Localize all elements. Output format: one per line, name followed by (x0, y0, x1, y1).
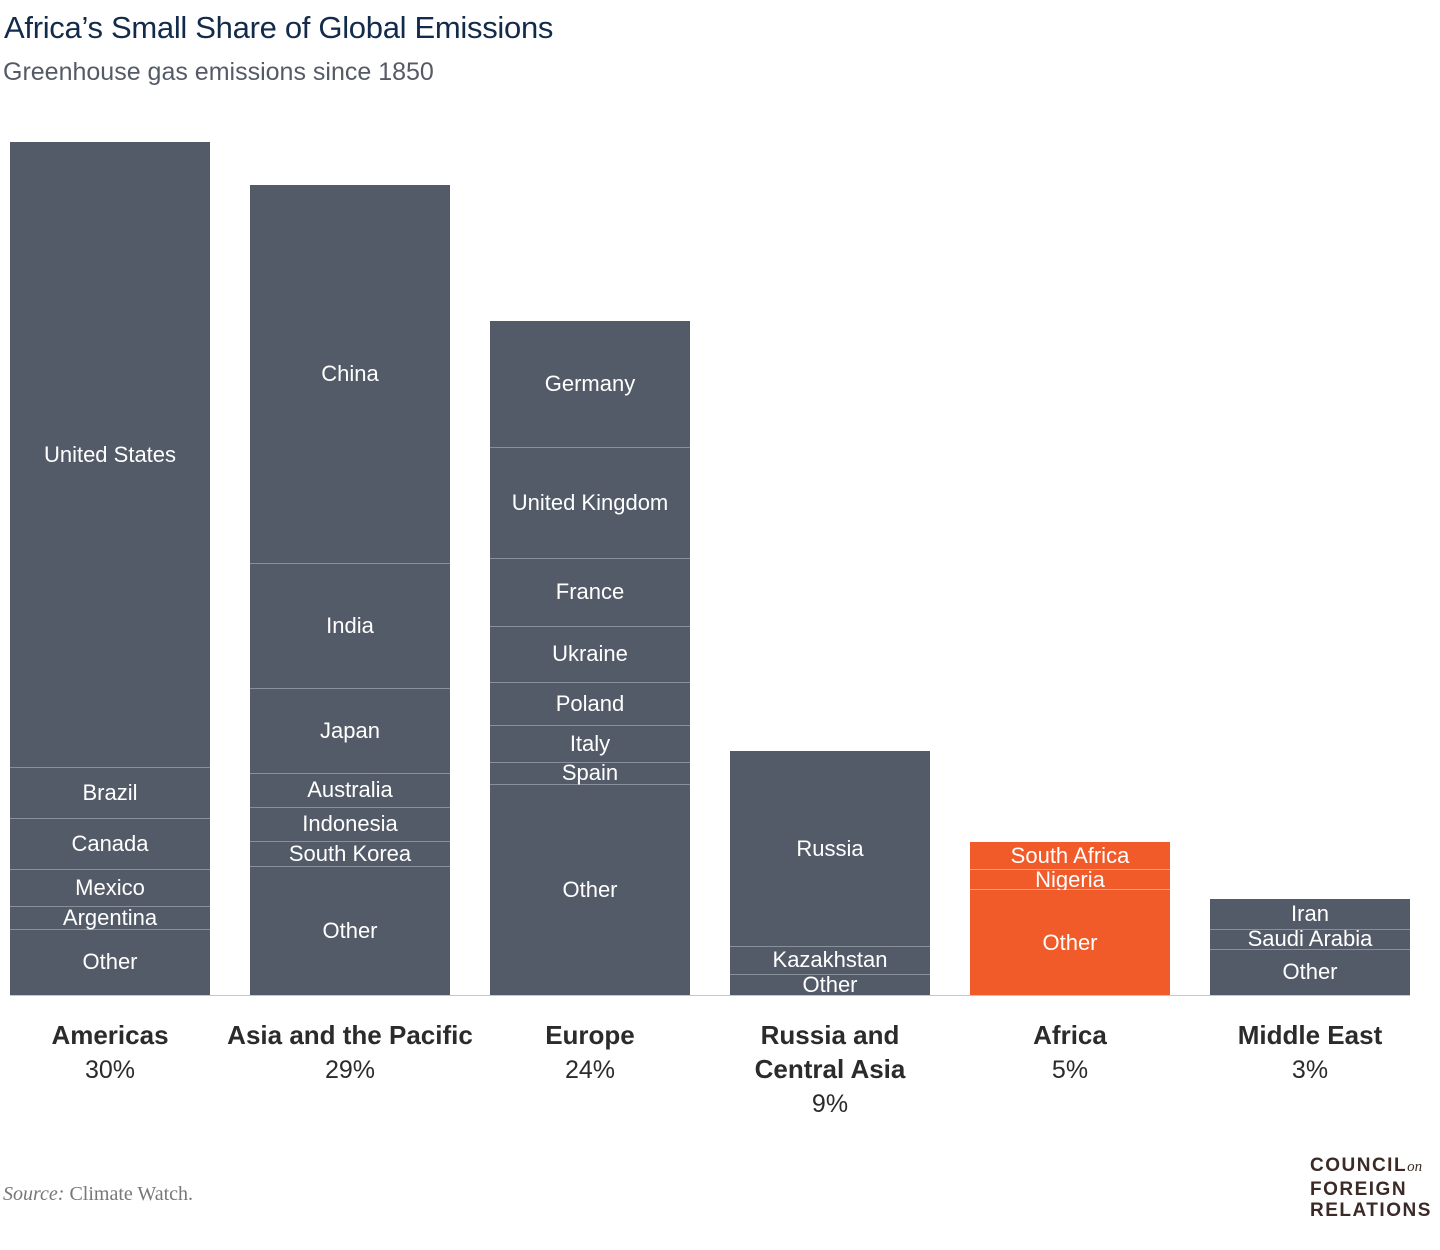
category-share: 3% (1291, 1056, 1329, 1084)
category-share: 29% (324, 1056, 376, 1084)
category-name: Africa (1033, 1020, 1107, 1050)
bar-segment: Kazakhstan (730, 946, 930, 976)
bar-europe: Germany United Kingdom France Ukraine Poland… (490, 320, 690, 995)
bar-segment: Spain (490, 762, 690, 786)
bar-middle-east: Iran Saudi Arabia Other (1210, 898, 1410, 995)
bar-segment: Poland (490, 683, 690, 726)
bar-segment: Russia (730, 751, 930, 947)
bar-segment: Other (730, 974, 930, 995)
category-name: Asia and the Pacific (227, 1020, 473, 1050)
bar-segment: China (250, 184, 450, 565)
bar-segment: France (490, 558, 690, 627)
logo-line2: FOREIGN (1310, 1178, 1408, 1200)
bar-segment: Other (250, 867, 450, 995)
bar-asia-and-the-pacific: China India Japan Australia Indonesia South K… (250, 184, 450, 995)
bar-segment: Other (970, 890, 1170, 995)
bar-russia-and-central-asia: Russia Kazakhstan Other (730, 751, 930, 995)
bar-segment: Other (490, 785, 690, 995)
bar-segment: Iran (1210, 898, 1410, 930)
category-label: Africa 5% (940, 1018, 1200, 1088)
category-share: 24% (564, 1056, 616, 1084)
stacked-bar-chart: United States Brazil Canada Mexico Argentina… (0, 142, 1440, 1122)
bar-segment: Nigeria (970, 868, 1170, 891)
logo-line3: RELATIONS (1310, 1200, 1432, 1221)
category-name: Middle East (1237, 1020, 1383, 1050)
chart-subtitle: Greenhouse gas emissions since 1850 (3, 58, 434, 86)
bar-americas: United States Brazil Canada Mexico Argentina… (10, 142, 210, 995)
category-name: Americas (51, 1020, 169, 1050)
source-label: Source: (3, 1183, 65, 1205)
bar-segment: South Korea (250, 841, 450, 868)
bar-segment: United States (10, 142, 210, 769)
cfr-logo: COUNCILon FOREIGN RELATIONS (1310, 1155, 1432, 1222)
source-note: Source: Climate Watch. (3, 1183, 193, 1206)
category-label: Asia and the Pacific 29% (220, 1018, 480, 1088)
category-label: Americas 30% (0, 1018, 240, 1088)
bar-segment: Japan (250, 688, 450, 774)
category-share: 9% (811, 1090, 849, 1118)
logo-on: on (1407, 1159, 1423, 1175)
category-share: 30% (84, 1056, 136, 1084)
category-name: Russia and Central Asia (754, 1020, 906, 1084)
bar-segment: Indonesia (250, 807, 450, 842)
bar-segment: Other (10, 929, 210, 995)
bar-segment: Saudi Arabia (1210, 928, 1410, 950)
bar-segment: South Africa (970, 842, 1170, 871)
bar-africa: South Africa Nigeria Other (970, 842, 1170, 995)
category-label: Europe 24% (460, 1018, 720, 1088)
bar-segment: Italy (490, 725, 690, 763)
bar-segment: Australia (250, 773, 450, 808)
bar-segment: India (250, 564, 450, 689)
baseline (10, 995, 1410, 996)
chart-title: Africa’s Small Share of Global Emissions (4, 10, 554, 45)
source-text: Climate Watch. (69, 1183, 194, 1205)
bar-segment: Canada (10, 819, 210, 871)
bar-segment: Argentina (10, 907, 210, 930)
category-label: Russia and Central Asia 9% (700, 1018, 960, 1122)
bar-segment: Ukraine (490, 626, 690, 684)
logo-line1: COUNCIL (1310, 1155, 1408, 1176)
bar-segment: United Kingdom (490, 448, 690, 559)
category-label: Middle East 3% (1180, 1018, 1440, 1088)
bar-segment: Germany (490, 320, 690, 449)
category-share: 5% (1051, 1056, 1089, 1084)
category-name: Europe (545, 1020, 635, 1050)
bar-segment: Brazil (10, 768, 210, 820)
bar-segment: Mexico (10, 870, 210, 908)
bar-segment: Other (1210, 949, 1410, 995)
